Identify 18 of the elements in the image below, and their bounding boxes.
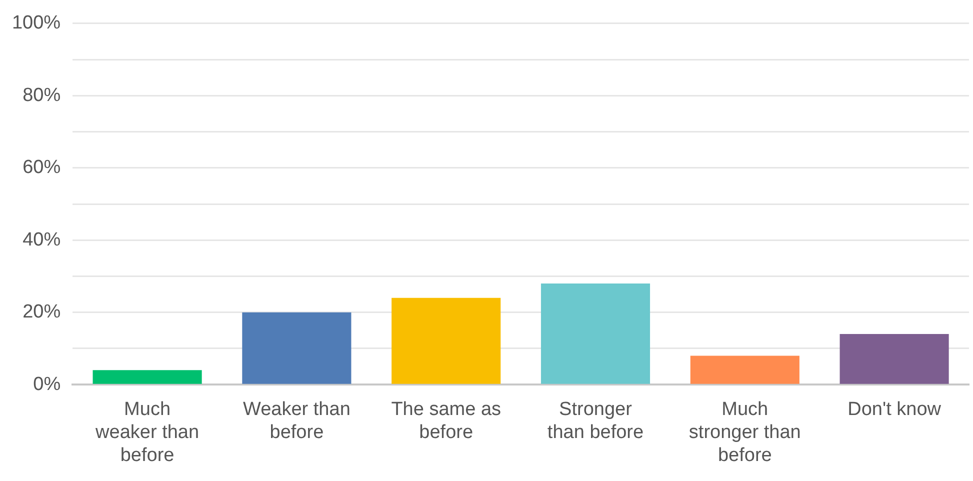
y-tick-label: 0%: [33, 374, 61, 395]
y-tick-label: 40%: [22, 229, 61, 250]
x-tick-label: The same as before: [391, 399, 502, 444]
x-tick-label: Much stronger than before: [688, 399, 801, 466]
x-tick-label: Weaker than before: [243, 399, 350, 444]
bar: [690, 356, 800, 384]
y-tick-label: 60%: [22, 157, 61, 178]
y-tick-label: 20%: [22, 302, 61, 323]
bar: [540, 283, 650, 384]
x-tick-label: Stronger than before: [547, 399, 644, 444]
y-tick-label: 80%: [22, 84, 61, 106]
x-tick-label: Much weaker than before: [94, 399, 200, 466]
bar: [92, 370, 202, 384]
y-tick-label: 100%: [12, 12, 61, 34]
bar: [242, 312, 352, 384]
x-tick-label: Don't know: [848, 399, 942, 420]
bar: [840, 334, 949, 384]
bar: [392, 298, 501, 384]
